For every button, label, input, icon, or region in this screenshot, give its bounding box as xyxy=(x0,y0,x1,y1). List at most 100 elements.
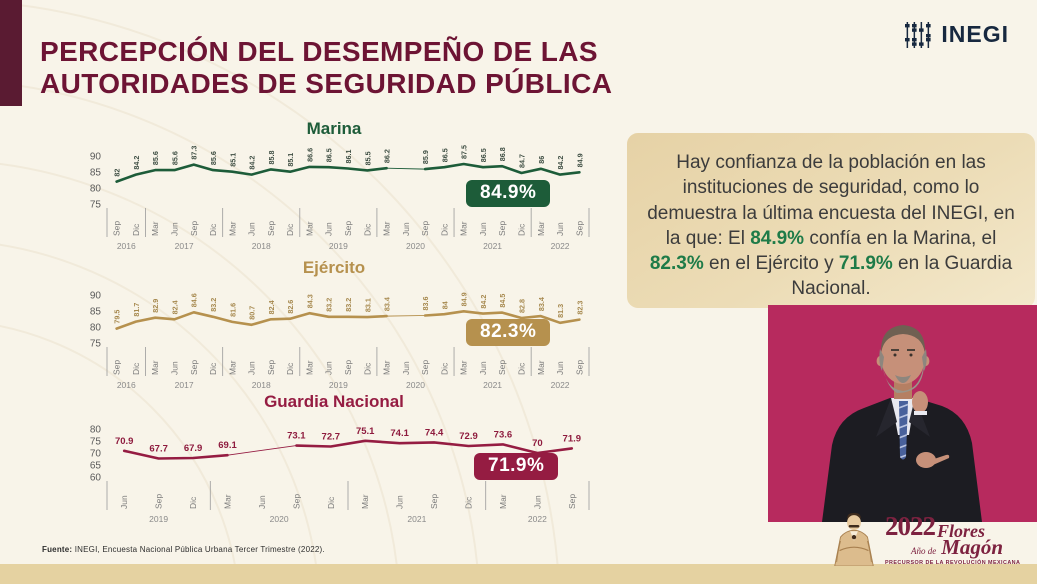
svg-text:90: 90 xyxy=(90,291,102,302)
svg-text:2018: 2018 xyxy=(252,241,271,251)
year-logo-tagline: PRECURSOR DE LA REVOLUCIÓN MEXICANA xyxy=(885,559,1021,566)
svg-text:Sep: Sep xyxy=(420,360,430,375)
svg-text:84.2: 84.2 xyxy=(132,156,141,170)
svg-text:67.9: 67.9 xyxy=(184,443,203,454)
svg-text:75: 75 xyxy=(90,200,102,211)
svg-text:84.6: 84.6 xyxy=(190,293,199,307)
svg-text:74.4: 74.4 xyxy=(425,427,444,438)
svg-text:Mar: Mar xyxy=(536,221,546,236)
chart-ejercito-badge: 82.3% xyxy=(466,319,551,346)
chart-ejercito-plot: 90 85 80 75 2016 2017 2018 2019 2020 2021 2022 Sep D… xyxy=(90,291,590,390)
svg-text:2021: 2021 xyxy=(483,380,502,390)
svg-text:75: 75 xyxy=(90,437,102,448)
svg-text:Dic: Dic xyxy=(517,223,527,236)
svg-text:82.4: 82.4 xyxy=(267,300,276,314)
interpreter-video xyxy=(768,305,1037,522)
year-logo-name1: Flores xyxy=(937,520,986,541)
svg-text:Mar: Mar xyxy=(382,221,392,236)
svg-text:Jun: Jun xyxy=(247,361,257,375)
year-logo-text: 2022 Flores Año de Magón PRECURSOR DE LA… xyxy=(885,510,1021,566)
chart-marina-plot: 90 85 80 75 2016 2017 2018 2019 2020 2021 2022 Sep D… xyxy=(90,145,590,251)
svg-text:86.5: 86.5 xyxy=(440,148,449,162)
page-title-line2: AUTORIDADES DE SEGURIDAD PÚBLICA xyxy=(40,67,613,99)
svg-text:Jun: Jun xyxy=(478,222,488,236)
svg-text:83.2: 83.2 xyxy=(209,298,218,312)
svg-text:Dic: Dic xyxy=(131,223,141,236)
svg-text:Jun: Jun xyxy=(257,495,267,509)
svg-text:Mar: Mar xyxy=(227,221,237,236)
svg-text:82: 82 xyxy=(113,169,122,177)
svg-text:85.6: 85.6 xyxy=(170,151,179,165)
svg-text:65: 65 xyxy=(90,461,102,472)
svg-text:Sep: Sep xyxy=(112,360,122,375)
svg-text:Sep: Sep xyxy=(154,494,164,509)
left-accent-bar xyxy=(0,0,22,106)
svg-text:86.8: 86.8 xyxy=(498,147,507,161)
year-logo-name2: Magón xyxy=(941,534,1004,559)
svg-text:Jun: Jun xyxy=(532,495,542,509)
svg-text:Sep: Sep xyxy=(291,494,301,509)
svg-text:83.6: 83.6 xyxy=(421,296,430,310)
svg-text:Jun: Jun xyxy=(247,222,257,236)
svg-text:Mar: Mar xyxy=(304,360,314,375)
svg-text:81.6: 81.6 xyxy=(228,303,237,317)
svg-text:Jun: Jun xyxy=(169,222,179,236)
page-title-line1: PERCEPCIÓN DEL DESEMPEÑO DE LAS xyxy=(40,36,598,67)
chart-guardia: Guardia Nacional 80 75 70 65 60 2019 2020 2021 2… xyxy=(64,391,604,529)
svg-text:Dic: Dic xyxy=(362,223,372,236)
svg-text:Sep: Sep xyxy=(497,221,507,236)
svg-text:90: 90 xyxy=(90,152,102,163)
svg-text:2017: 2017 xyxy=(175,241,194,251)
svg-text:Mar: Mar xyxy=(227,360,237,375)
svg-text:86.5: 86.5 xyxy=(325,148,334,162)
svg-text:85.6: 85.6 xyxy=(151,151,160,165)
svg-text:83.4: 83.4 xyxy=(383,297,392,311)
source-text: INEGI, Encuesta Nacional Pública Urbana … xyxy=(72,545,325,554)
svg-text:84.5: 84.5 xyxy=(498,294,507,308)
svg-text:Dic: Dic xyxy=(439,362,449,375)
svg-text:Dic: Dic xyxy=(285,223,295,236)
flores-magon-figure-icon xyxy=(834,512,874,566)
svg-text:Jun: Jun xyxy=(401,222,411,236)
svg-text:70: 70 xyxy=(532,438,543,449)
svg-text:81.7: 81.7 xyxy=(132,303,141,317)
svg-text:80: 80 xyxy=(90,425,102,436)
svg-text:Dic: Dic xyxy=(326,496,336,509)
svg-text:2020: 2020 xyxy=(406,241,425,251)
svg-text:Mar: Mar xyxy=(304,221,314,236)
svg-text:86.2: 86.2 xyxy=(383,149,392,163)
year-logo-small: Año de xyxy=(911,545,937,556)
svg-text:72.7: 72.7 xyxy=(322,432,341,443)
svg-text:Dic: Dic xyxy=(464,496,474,509)
chart-marina-title: Marina xyxy=(306,119,362,138)
svg-text:83.1: 83.1 xyxy=(363,298,372,312)
svg-text:Sep: Sep xyxy=(189,221,199,236)
chart-marina-badge: 84.9% xyxy=(466,180,551,207)
svg-text:Sep: Sep xyxy=(112,221,122,236)
svg-text:Dic: Dic xyxy=(285,362,295,375)
svg-text:84.9: 84.9 xyxy=(575,153,584,167)
svg-text:84.2: 84.2 xyxy=(248,156,257,170)
svg-text:85.8: 85.8 xyxy=(267,150,276,164)
svg-text:73.1: 73.1 xyxy=(287,431,306,442)
svg-text:82.3: 82.3 xyxy=(575,301,584,315)
svg-text:Jun: Jun xyxy=(324,361,334,375)
svg-text:82.9: 82.9 xyxy=(151,299,160,313)
year-logo-year: 2022 xyxy=(885,510,936,541)
svg-text:Sep: Sep xyxy=(574,360,584,375)
svg-text:70.9: 70.9 xyxy=(115,436,134,447)
chart-guardia-title: Guardia Nacional xyxy=(264,392,404,411)
svg-text:2019: 2019 xyxy=(149,514,168,524)
svg-text:Dic: Dic xyxy=(517,362,527,375)
svg-text:85.6: 85.6 xyxy=(209,151,218,165)
svg-text:2016: 2016 xyxy=(117,241,136,251)
svg-text:82.6: 82.6 xyxy=(286,300,295,314)
svg-text:2020: 2020 xyxy=(270,514,289,524)
svg-text:60: 60 xyxy=(90,473,102,484)
svg-text:87.5: 87.5 xyxy=(460,145,469,159)
year-logo: 2022 Flores Año de Magón PRECURSOR DE LA… xyxy=(825,512,1033,566)
svg-text:Mar: Mar xyxy=(150,221,160,236)
svg-text:84.7: 84.7 xyxy=(518,154,527,168)
